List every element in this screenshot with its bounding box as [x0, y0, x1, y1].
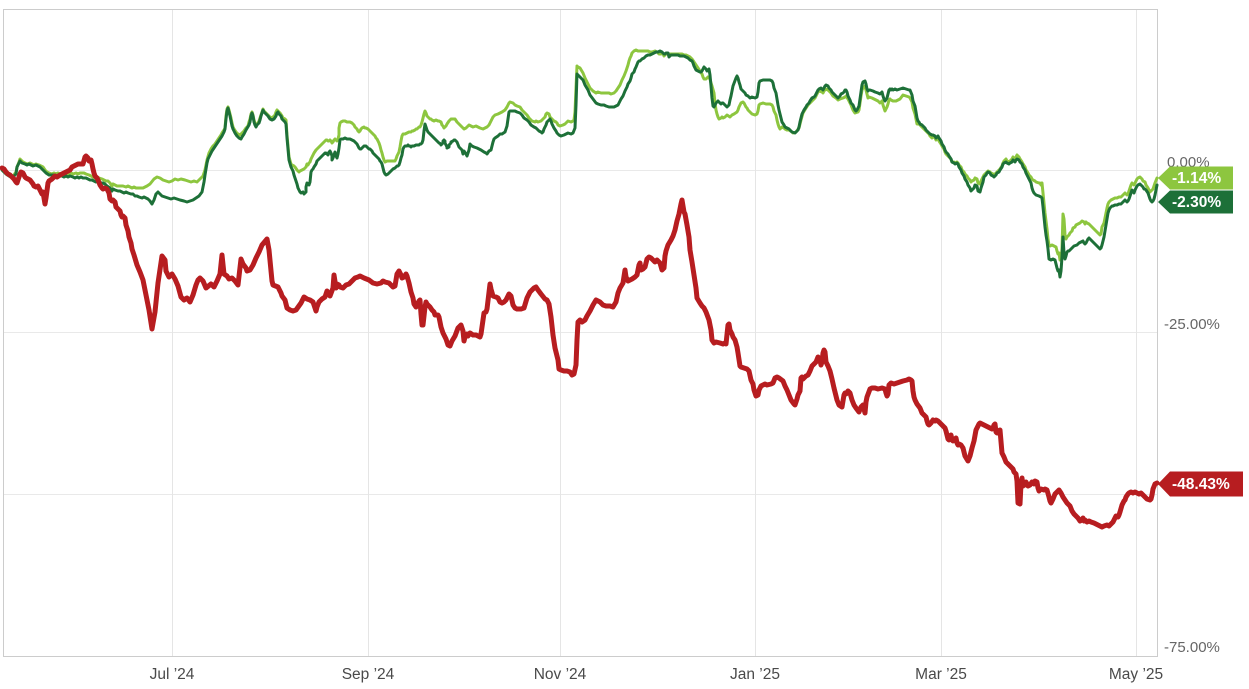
- svg-text:-2.30%: -2.30%: [1172, 194, 1221, 211]
- svg-text:Sep ’24: Sep ’24: [342, 666, 395, 683]
- svg-text:Mar ’25: Mar ’25: [915, 666, 967, 683]
- svg-text:Jul ’24: Jul ’24: [150, 666, 195, 683]
- svg-text:Jan ’25: Jan ’25: [730, 666, 780, 683]
- svg-text:-75.00%: -75.00%: [1164, 639, 1220, 656]
- svg-text:-1.14%: -1.14%: [1172, 170, 1221, 187]
- svg-text:Nov ’24: Nov ’24: [534, 666, 587, 683]
- svg-text:-25.00%: -25.00%: [1164, 316, 1220, 333]
- svg-text:May ’25: May ’25: [1109, 666, 1163, 683]
- svg-text:-48.43%: -48.43%: [1172, 476, 1230, 493]
